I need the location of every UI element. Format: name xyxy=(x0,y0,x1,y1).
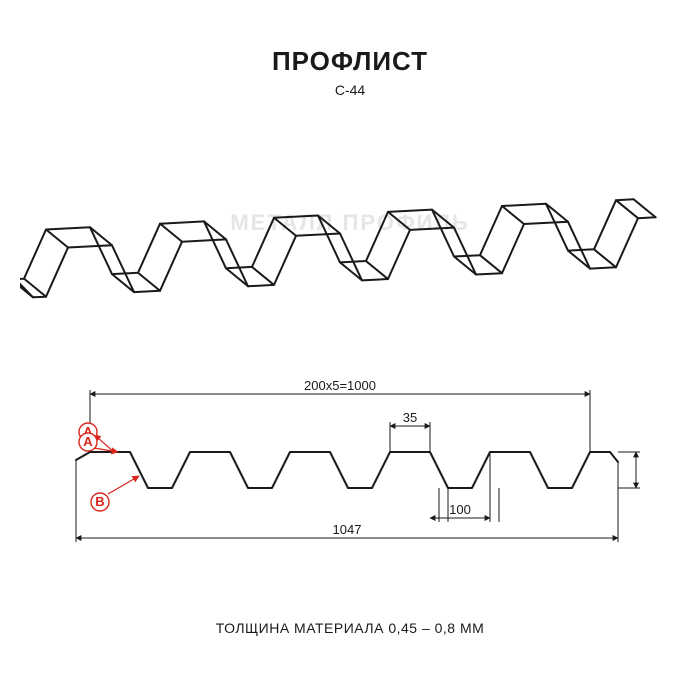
svg-text:A: A xyxy=(83,434,93,449)
svg-text:100: 100 xyxy=(449,502,471,517)
svg-text:1047: 1047 xyxy=(333,522,362,537)
isometric-drawing xyxy=(20,130,680,330)
cross-section-drawing: 200x5=100035100441047AAB xyxy=(60,370,640,550)
svg-text:35: 35 xyxy=(403,410,417,425)
thickness-note: ТОЛЩИНА МАТЕРИАЛА 0,45 – 0,8 ММ xyxy=(0,620,700,636)
svg-text:200x5=1000: 200x5=1000 xyxy=(304,378,376,393)
model-code: С-44 xyxy=(0,82,700,98)
page-title: ПРОФЛИСТ xyxy=(0,46,700,77)
svg-text:B: B xyxy=(95,494,104,509)
